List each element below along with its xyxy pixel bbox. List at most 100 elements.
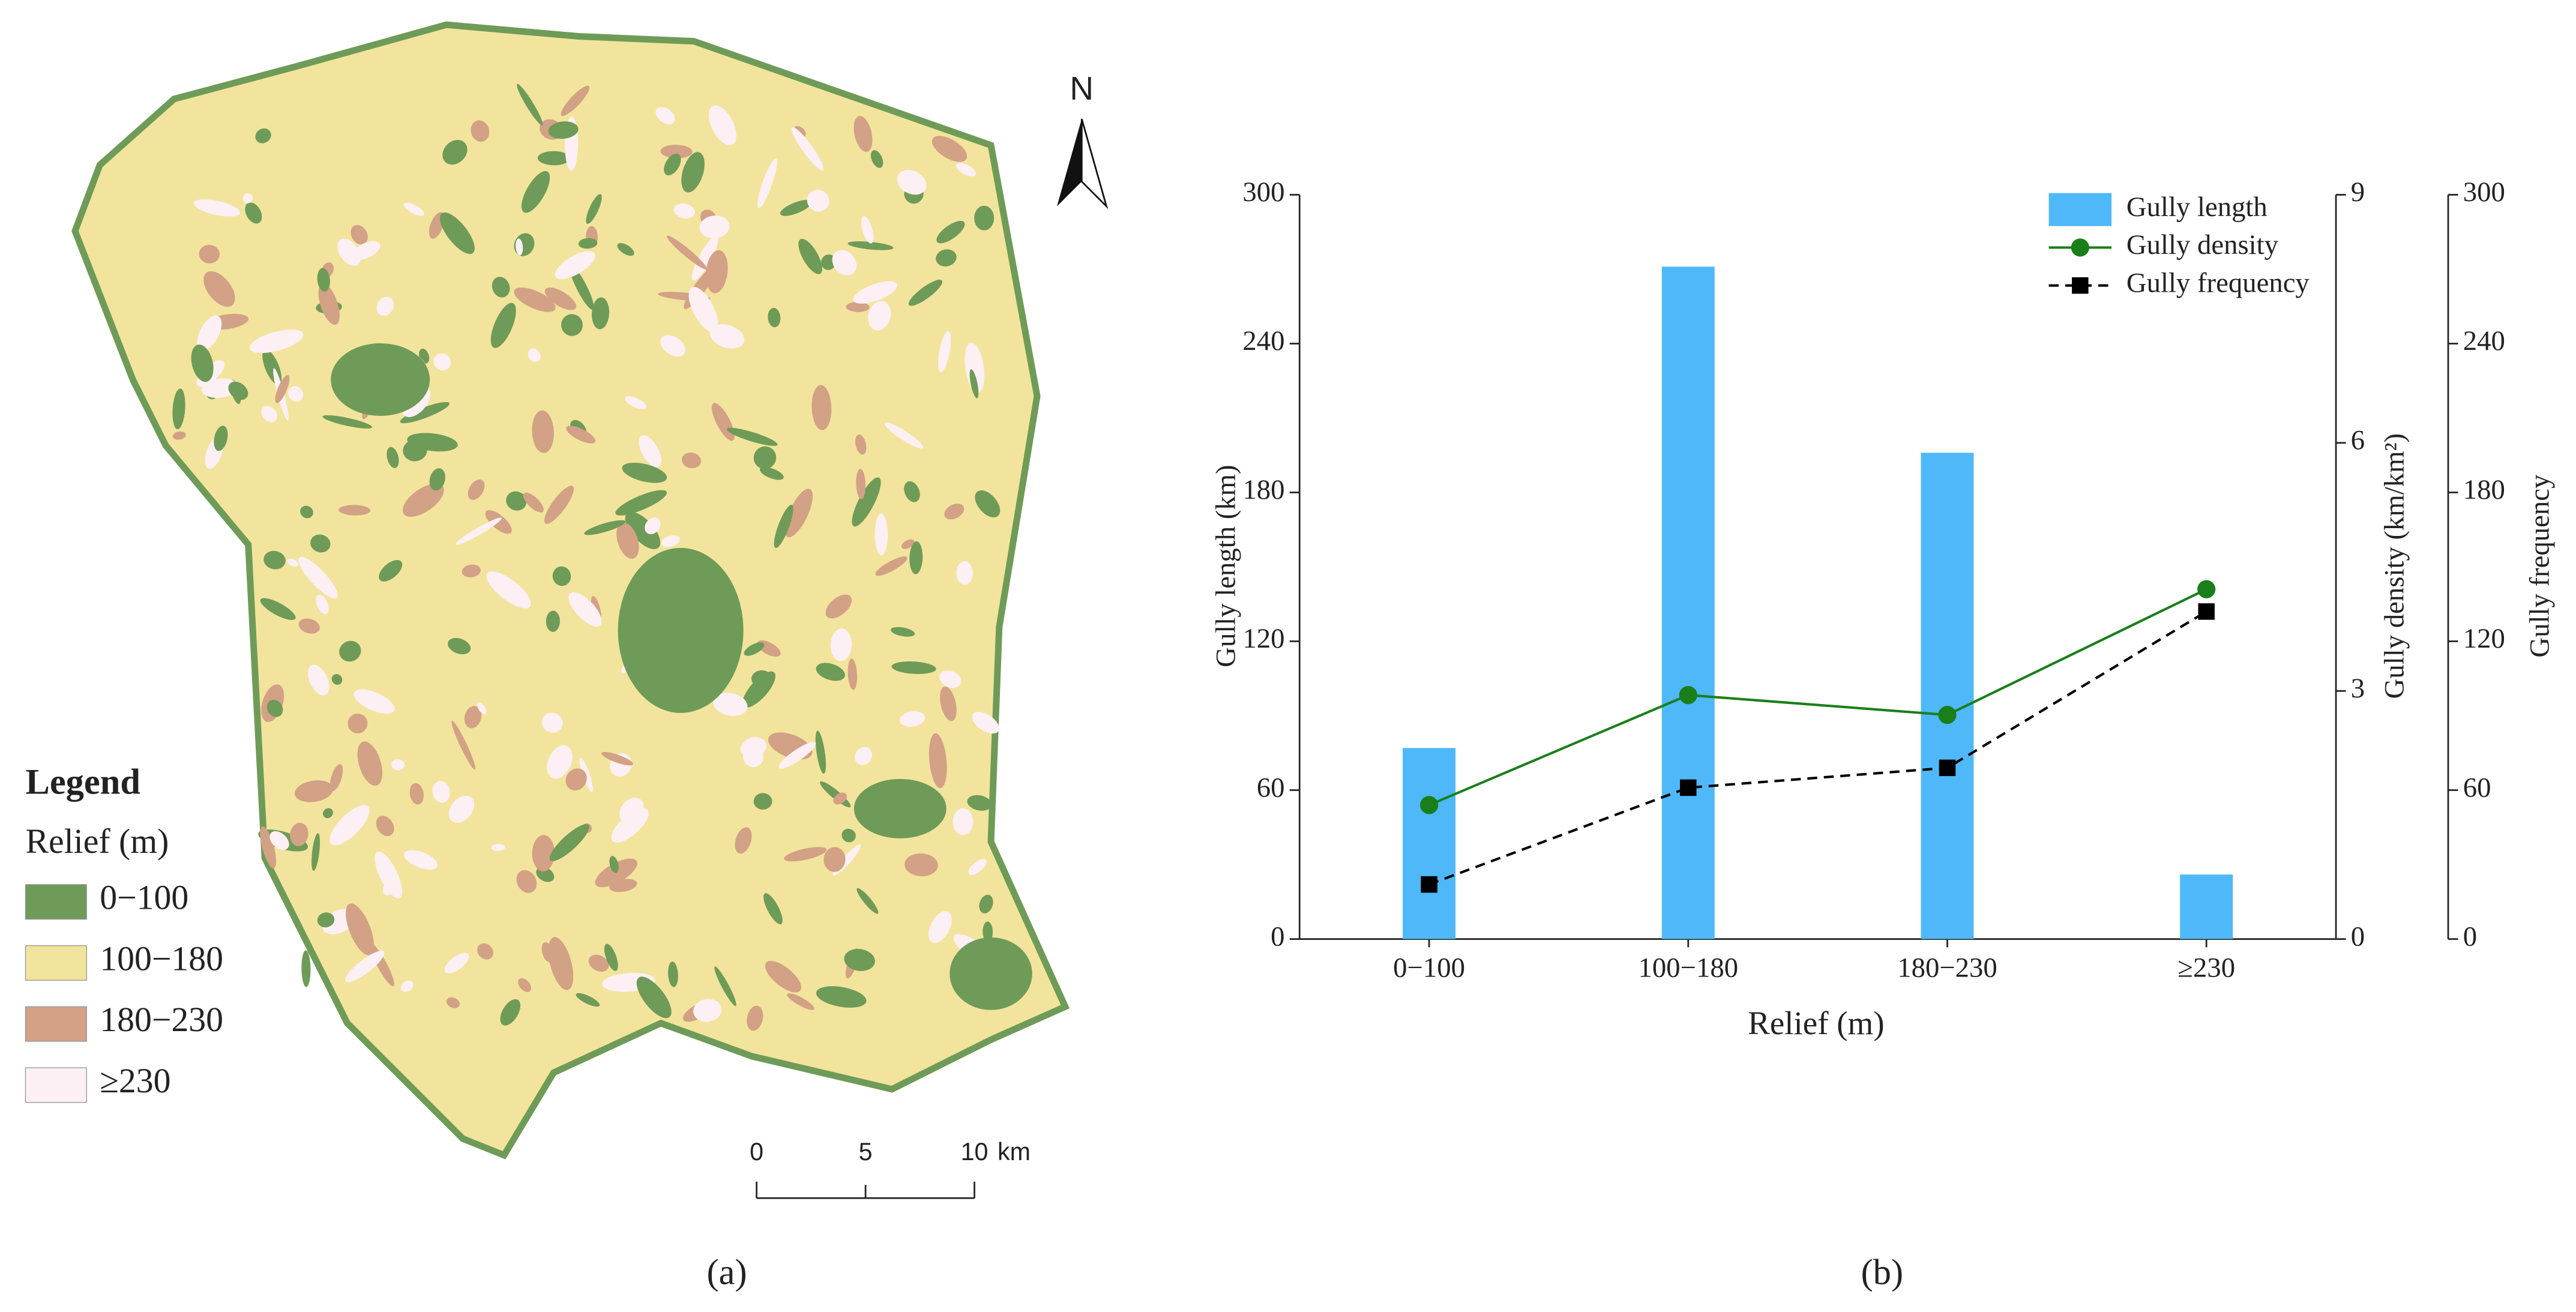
relief-patch bbox=[517, 83, 543, 125]
relief-patch bbox=[442, 140, 468, 165]
relief-patch bbox=[964, 342, 985, 393]
relief-patch bbox=[705, 250, 728, 293]
y-axis-title: Gully length (km) bbox=[1211, 465, 1242, 667]
relief-patch bbox=[576, 993, 600, 1007]
relief-patch bbox=[847, 241, 894, 250]
legend-label: ≥230 bbox=[100, 1062, 170, 1100]
relief-patch bbox=[486, 571, 531, 609]
relief-patch bbox=[547, 745, 573, 779]
relief-patch bbox=[899, 711, 925, 727]
relief-patch bbox=[500, 999, 521, 1026]
relief-patch bbox=[228, 381, 248, 400]
relief-patch bbox=[242, 193, 253, 203]
relief-patch bbox=[249, 330, 304, 354]
relief-patch bbox=[409, 783, 424, 805]
tick-label: 180 bbox=[1242, 474, 1284, 505]
relief-patch bbox=[753, 446, 777, 469]
legend-swatch bbox=[25, 945, 87, 981]
marker bbox=[1939, 759, 1956, 777]
relief-patch bbox=[544, 486, 574, 524]
y3-axis-title: Gully frequency bbox=[2524, 474, 2555, 658]
legend-swatch bbox=[2048, 193, 2112, 226]
x-tick-label: ≥230 bbox=[2177, 952, 2235, 984]
relief-patch bbox=[523, 492, 544, 513]
relief-patch bbox=[518, 978, 532, 992]
relief-patch bbox=[699, 215, 730, 239]
legend-label: 180−230 bbox=[100, 1001, 223, 1039]
bar bbox=[2180, 874, 2233, 939]
relief-patch bbox=[609, 856, 619, 873]
relief-patch bbox=[245, 202, 262, 224]
relief-patch bbox=[949, 937, 1032, 1010]
relief-patch bbox=[565, 768, 587, 791]
relief-patch bbox=[331, 343, 430, 416]
relief-patch bbox=[664, 153, 681, 176]
relief-patch bbox=[351, 224, 368, 245]
relief-patch bbox=[193, 199, 240, 217]
marker bbox=[1679, 685, 1697, 705]
relief-patch bbox=[287, 386, 304, 402]
tick-label: 0 bbox=[2351, 921, 2365, 952]
relief-patch bbox=[618, 547, 744, 713]
relief-patch bbox=[172, 388, 185, 430]
relief-patch bbox=[904, 853, 938, 877]
relief-patch bbox=[468, 479, 485, 500]
x-axis-title: Relief (m) bbox=[1748, 1005, 1884, 1041]
relief-patch bbox=[639, 435, 661, 468]
legend-swatch bbox=[25, 884, 87, 920]
relief-patch bbox=[357, 741, 383, 786]
x-tick-label: 0−100 bbox=[1393, 952, 1465, 984]
relief-patch bbox=[310, 534, 331, 553]
relief-patch bbox=[448, 795, 475, 823]
relief-patch bbox=[432, 781, 450, 803]
relief-patch bbox=[451, 720, 476, 770]
relief-patch bbox=[825, 594, 852, 619]
map-legend: 0−100 100−180 180−230 ≥230 bbox=[25, 879, 223, 1103]
relief-patch bbox=[322, 808, 333, 819]
tick-label: 300 bbox=[2463, 176, 2505, 208]
relief-patch bbox=[318, 283, 340, 325]
relief-patch bbox=[615, 490, 667, 516]
relief-patch bbox=[477, 943, 493, 960]
relief-patch bbox=[691, 236, 718, 281]
relief-patch bbox=[191, 345, 214, 382]
relief-patch bbox=[546, 610, 560, 632]
relief-patch bbox=[308, 664, 330, 696]
relief-patch bbox=[541, 942, 554, 963]
relief-patch bbox=[561, 314, 583, 336]
relief-patch bbox=[294, 780, 334, 802]
relief-patch bbox=[952, 808, 974, 835]
relief-patch bbox=[937, 331, 951, 373]
relief-patch bbox=[300, 505, 313, 519]
relief-patch bbox=[578, 238, 598, 249]
relief-patch bbox=[693, 999, 722, 1022]
bar bbox=[1661, 266, 1715, 939]
relief-patch bbox=[568, 592, 602, 627]
legend-label: 0−100 bbox=[100, 879, 188, 917]
chart: (b) Relief (m) Gully length (km) Gully d… bbox=[1211, 176, 2556, 1292]
relief-patch bbox=[846, 302, 870, 312]
legend-label: Gully density bbox=[2126, 229, 2279, 260]
relief-patch bbox=[726, 427, 778, 446]
relief-patch bbox=[548, 121, 579, 139]
relief-patch bbox=[506, 491, 527, 511]
relief-patch bbox=[874, 513, 888, 556]
relief-patch bbox=[936, 249, 957, 266]
relief-patch bbox=[853, 778, 946, 838]
relief-patch bbox=[604, 943, 618, 971]
relief-patch bbox=[735, 827, 752, 854]
relief-patch bbox=[909, 541, 923, 574]
relief-patch bbox=[897, 170, 927, 195]
tick-label: 180 bbox=[2463, 474, 2505, 505]
x-tick-label: 100−180 bbox=[1639, 952, 1739, 984]
relief-patch bbox=[830, 628, 852, 661]
relief-patch bbox=[821, 254, 836, 270]
relief-patch bbox=[429, 468, 445, 491]
relief-patch bbox=[376, 816, 394, 837]
relief-patch bbox=[884, 422, 924, 449]
relief-patch bbox=[969, 369, 979, 399]
relief-patch bbox=[201, 378, 238, 399]
relief-patch bbox=[197, 315, 222, 351]
north-label: N bbox=[1070, 70, 1094, 107]
